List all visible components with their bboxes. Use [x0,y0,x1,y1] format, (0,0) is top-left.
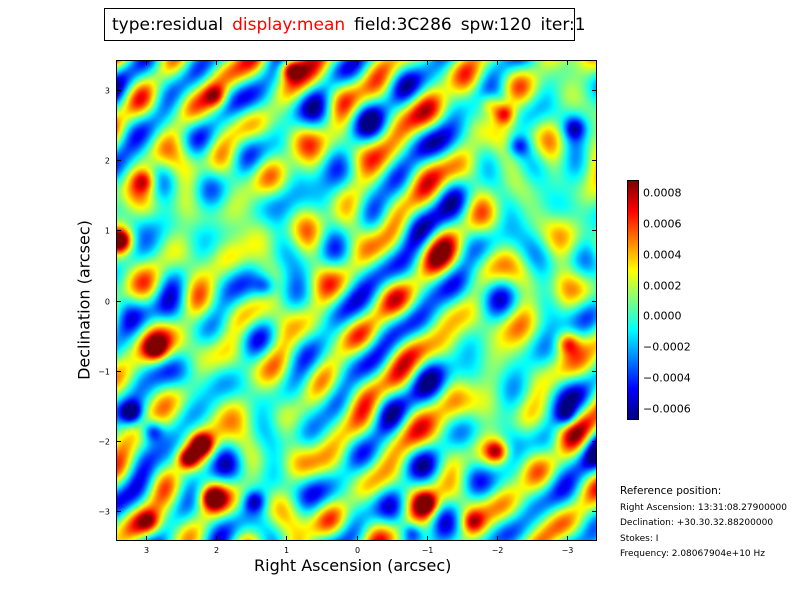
x-tick-label: 3 [144,546,149,555]
y-tick-label: −2 [98,438,110,447]
x-tick-label: 2 [214,546,219,555]
x-tick-label: −3 [562,546,574,555]
residual-image-map [116,60,597,541]
colorbar [627,180,639,420]
reference-title: Reference position: [620,485,722,497]
y-tick-label: 0 [105,298,110,307]
colorbar-tick-label: 0.0008 [643,187,682,200]
colorbar-tick-label: 0.0006 [643,218,682,231]
title-spw: spw:120 [460,14,532,35]
colorbar-tick-label: 0.0000 [643,310,682,323]
y-tick-label: 2 [105,157,110,166]
x-axis-label: Right Ascension (arcsec) [254,556,452,575]
colorbar-tick-label: −0.0002 [643,341,691,354]
x-tick-label: 0 [355,546,360,555]
reference-ra: Right Ascension: 13:31:08.27900000 [620,502,787,513]
x-tick-label: 1 [284,546,289,555]
reference-position-panel: Reference position: Right Ascension: 13:… [620,484,787,563]
title-field: field:3C286 [354,14,452,35]
title-type: type:residual [112,14,224,35]
plot-frame [116,60,597,541]
title-iter: iter:1 [540,14,586,35]
title-display: display:mean [232,14,346,35]
reference-stokes: Stokes: I [620,533,659,544]
residual-heatmap-canvas [116,60,597,541]
colorbar-tick-label: 0.0004 [643,249,682,262]
x-tick-label: −2 [492,546,504,555]
colorbar-gradient [628,181,638,419]
y-tick-label: −1 [98,368,110,377]
title-box: type:residual display:mean field:3C286 s… [104,8,586,41]
colorbar-tick-label: 0.0002 [643,280,682,293]
y-tick-label: 3 [105,87,110,96]
x-tick-label: −1 [422,546,434,555]
reference-frequency: Frequency: 2.08067904e+10 Hz [620,549,766,559]
reference-dec: Declination: +30.30.32.88200000 [620,518,774,528]
colorbar-tick-label: −0.0006 [643,403,691,416]
y-tick-label: −3 [98,508,110,517]
y-axis-label: Declination (arcsec) [74,220,94,380]
y-tick-label: 1 [105,227,110,236]
colorbar-tick-label: −0.0004 [643,372,691,385]
